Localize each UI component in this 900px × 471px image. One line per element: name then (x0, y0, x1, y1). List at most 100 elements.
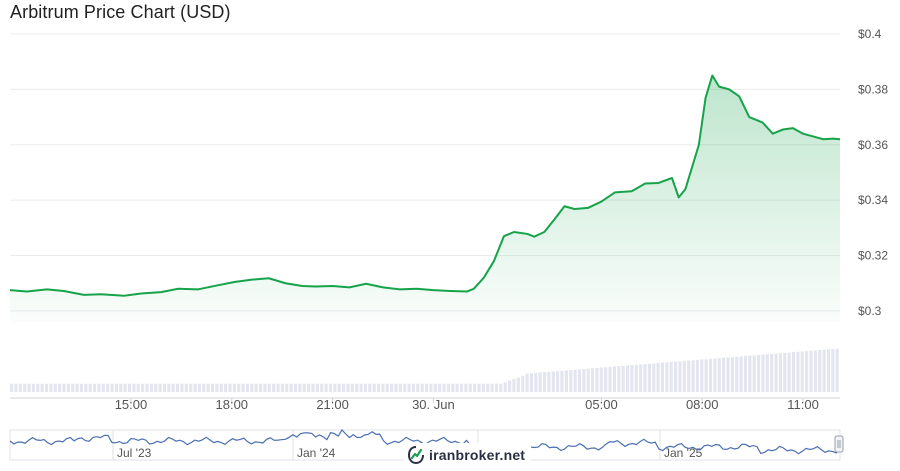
volume-bar (219, 383, 223, 392)
x-tick-label: 11:00 (787, 397, 819, 412)
volume-bar (293, 383, 298, 392)
volume-bar (241, 383, 245, 392)
volume-bar (285, 383, 289, 392)
volume-bar (23, 383, 27, 392)
volume-bar (612, 366, 617, 392)
volume-bar (516, 377, 520, 392)
volume-bar (442, 383, 446, 392)
volume-bar (298, 383, 302, 392)
volume-bar (407, 383, 411, 392)
volume-bar (595, 367, 599, 392)
volume-bar (604, 367, 608, 392)
navigator-handle[interactable] (834, 435, 844, 453)
volume-bar (542, 372, 547, 392)
volume-bar (320, 383, 324, 392)
volume-bar (228, 383, 232, 392)
volume-bar (342, 383, 346, 392)
volume-bar (202, 383, 206, 392)
volume-bar (512, 379, 516, 392)
volume-bar (674, 361, 678, 392)
volume-bar (403, 383, 407, 392)
x-tick-label: 21:00 (316, 397, 349, 412)
navigator-label: Jul '23 (117, 446, 152, 460)
volume-bar (420, 383, 424, 392)
volume-bar (503, 382, 507, 392)
volume-bar (136, 383, 140, 392)
volume-bar (254, 383, 258, 392)
volume-bar (643, 364, 647, 392)
volume-bar (119, 383, 123, 392)
chart-logo-icon (408, 446, 424, 464)
volume-bar (398, 383, 402, 392)
volume-bar (425, 383, 429, 392)
y-tick-label: $0.34 (858, 193, 888, 207)
volume-bar (44, 383, 49, 392)
volume-bar (272, 383, 276, 392)
volume-bar (547, 371, 551, 392)
watermark: iranbroker.net (404, 443, 532, 467)
y-tick-label: $0.38 (858, 82, 888, 96)
volume-bars (10, 348, 839, 392)
y-axis: $0.4 $0.38 $0.36 $0.34 $0.32 $0.3 (858, 27, 888, 318)
volume-bar (525, 373, 529, 392)
volume-bar (726, 357, 730, 392)
volume-bar (477, 383, 481, 392)
volume-bar (822, 349, 826, 392)
volume-bar (215, 383, 219, 392)
volume-bar (75, 383, 79, 392)
volume-bar (708, 358, 713, 392)
volume-bar (180, 383, 184, 392)
volume-bar (748, 355, 752, 392)
volume-bar (245, 383, 250, 392)
volume-bar (36, 383, 40, 392)
volume-bar (385, 383, 389, 392)
volume-bar (167, 383, 171, 392)
y-tick-label: $0.3 (858, 304, 882, 318)
volume-bar (678, 361, 682, 392)
volume-bar (490, 383, 494, 392)
y-tick-label: $0.32 (858, 249, 888, 263)
volume-bar (433, 383, 437, 392)
volume-bar (302, 383, 306, 392)
volume-bar (660, 362, 665, 392)
volume-bar (376, 383, 381, 392)
volume-bar (805, 351, 809, 392)
volume-bar (569, 370, 573, 392)
volume-bar (237, 383, 241, 392)
volume-bar (53, 383, 57, 392)
volume-bar (58, 383, 62, 392)
volume-bar (206, 383, 210, 392)
volume-bar (416, 383, 420, 392)
volume-bar (88, 383, 92, 392)
volume-bar (263, 383, 267, 392)
volume-bar (687, 360, 691, 392)
volume-bar (813, 350, 817, 392)
volume-bar (652, 363, 656, 392)
volume-bar (521, 375, 525, 392)
volume-bar (621, 365, 625, 392)
x-axis: 15:00 18:00 21:00 30. Jun 05:00 08:00 11:00 (115, 397, 819, 412)
volume-bar (591, 368, 595, 392)
volume-bar (774, 353, 778, 392)
volume-bar (464, 383, 468, 392)
volume-bar (831, 349, 835, 392)
volume-bar (97, 383, 101, 392)
volume-bar (634, 364, 638, 392)
y-tick-label: $0.36 (858, 138, 888, 152)
volume-bar (114, 383, 119, 392)
volume-bar (171, 383, 175, 392)
volume-bar (79, 383, 84, 392)
volume-bar (411, 383, 416, 392)
y-tick-label: $0.4 (858, 27, 882, 41)
volume-bar (93, 383, 97, 392)
volume-bar (40, 383, 44, 392)
volume-bar (250, 383, 254, 392)
volume-bar (193, 383, 197, 392)
volume-bar (145, 383, 149, 392)
volume-bar (350, 383, 354, 392)
volume-bar (18, 383, 22, 392)
volume-bar (743, 356, 748, 392)
volume-bar (154, 383, 158, 392)
volume-bar (818, 350, 822, 392)
